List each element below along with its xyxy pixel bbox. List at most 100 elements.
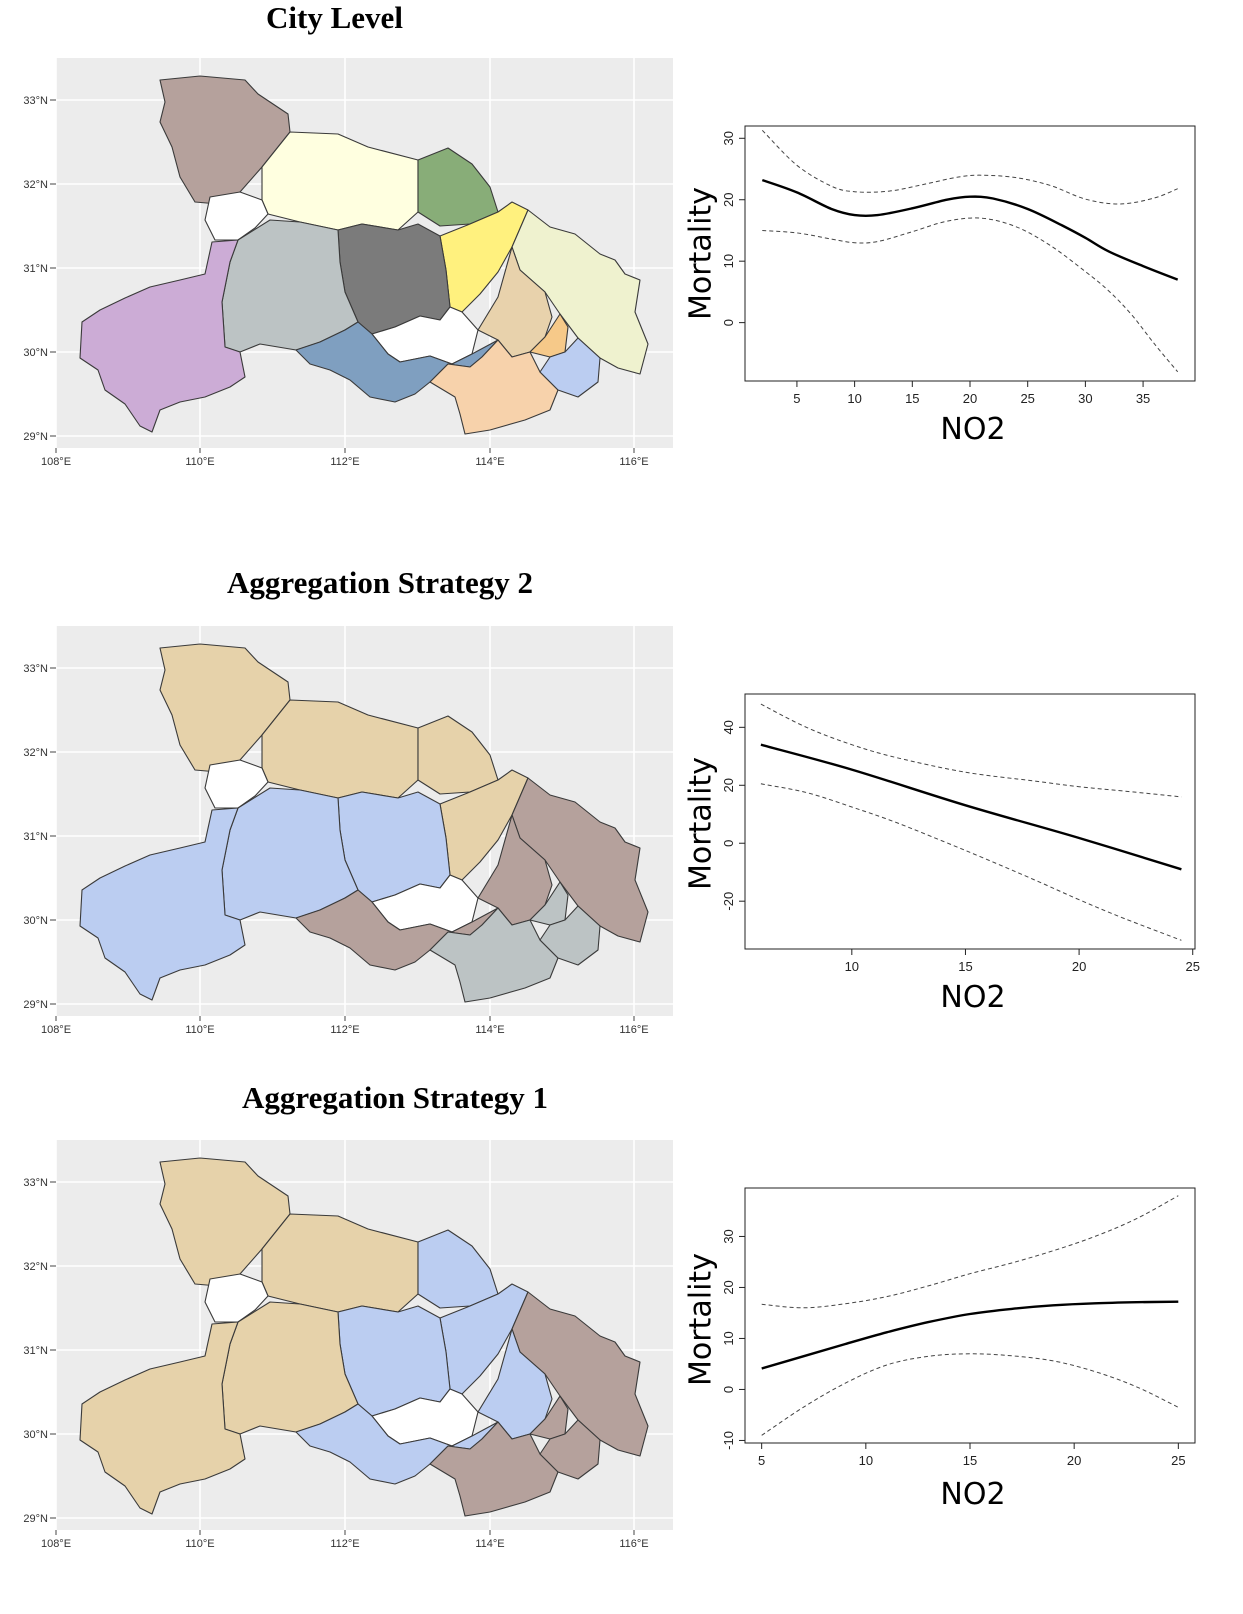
lat-tick-label: 32°N [23,179,48,191]
lon-tick-label: 116°E [619,1024,648,1036]
lat-tick-label: 33°N [23,1177,48,1189]
line-chart: 10 15 20 25 -20 0 20 40 [721,693,1200,974]
map-region-shennongjia [204,759,269,809]
map-region-enshi [79,1321,246,1515]
lat-tick-label: 33°N [23,95,48,107]
lat-tick-label: 32°N [23,1261,48,1273]
x-axis-label: NO2 [940,412,1006,447]
lat-tick-label: 30°N [23,347,48,359]
lat-tick-label: 30°N [23,1429,48,1441]
confidence-band-line [760,783,1182,941]
map-title: Aggregation Strategy 2 [227,565,533,600]
lat-tick-label: 31°N [23,831,48,843]
x-tick-label: 35 [1136,391,1150,406]
lon-tick-label: 108°E [41,456,71,468]
lon-tick-label: 112°E [330,1538,359,1550]
x-tick-label: 20 [1072,959,1086,974]
x-tick-label: 25 [1020,391,1034,406]
map-region-shennongjia [204,191,269,241]
map-region-enshi [79,239,246,433]
x-tick-label: 10 [847,391,861,406]
map-region-huangshi [539,337,601,398]
choropleth-map: 33°N 32°N 31°N 30°N 29°N 108°E 110°E 112°E 114°E… [23,58,673,468]
confidence-band-line [761,1195,1179,1309]
lat-tick-label: 31°N [23,263,48,275]
y-tick-label: -10 [721,1431,736,1450]
lon-tick-label: 114°E [475,456,504,468]
map-region-huangshi [539,1419,601,1480]
x-axis-label: NO2 [940,980,1006,1015]
y-tick-label: -20 [721,892,736,911]
lon-tick-label: 110°E [185,1024,214,1036]
lon-tick-label: 110°E [185,1538,214,1550]
map-region-xiaogan [439,1283,529,1395]
y-axis-label: Mortality [683,187,719,320]
y-tick-label: 0 [721,319,736,326]
y-tick-label: 30 [721,1229,736,1243]
map-region-huangshi [539,905,601,966]
lon-tick-label: 108°E [41,1538,71,1550]
lon-tick-label: 108°E [41,1024,71,1036]
plot-frame [744,1187,1196,1444]
map-region-yichang [221,1301,359,1435]
x-tick-label: 15 [905,391,919,406]
lat-tick-label: 29°N [23,431,48,443]
y-tick-label: 20 [721,778,736,792]
x-tick-label: 5 [758,1453,765,1468]
lon-tick-label: 116°E [619,456,648,468]
lat-tick-label: 29°N [23,999,48,1011]
y-axis-label: Mortality [683,757,719,890]
y-tick-label: 30 [721,131,736,145]
x-tick-label: 15 [958,959,972,974]
x-tick-label: 25 [1185,959,1199,974]
choropleth-map: 33°N 32°N 31°N 30°N 29°N 108°E 110°E 112°E 114°E… [23,626,673,1036]
confidence-band-line [760,703,1182,798]
lon-tick-label: 114°E [475,1538,504,1550]
y-tick-label: 20 [721,1280,736,1294]
map-region-yichang [221,219,359,353]
map-region-yichang [221,787,359,921]
confidence-band-line [761,1353,1179,1436]
y-tick-label: 0 [721,1386,736,1393]
y-tick-label: 20 [721,193,736,207]
confidence-band-line [761,129,1178,205]
map-region-shennongjia [204,1273,269,1323]
x-tick-label: 25 [1171,1453,1185,1468]
map-title: City Level [266,0,403,35]
lon-tick-label: 112°E [330,1024,359,1036]
lon-tick-label: 112°E [330,456,359,468]
lat-tick-label: 30°N [23,915,48,927]
map-region-xiaogan [439,769,529,881]
x-axis-label: NO2 [940,1477,1006,1512]
estimate-line [761,1300,1179,1370]
x-tick-label: 10 [845,959,859,974]
map-region-xiaogan [439,201,529,313]
x-tick-label: 20 [1067,1453,1081,1468]
lat-tick-label: 32°N [23,747,48,759]
lon-tick-label: 116°E [619,1538,648,1550]
y-tick-label: 10 [721,1331,736,1345]
y-tick-label: 40 [721,720,736,734]
estimate-line [761,178,1179,281]
x-tick-label: 20 [963,391,977,406]
x-tick-label: 15 [963,1453,977,1468]
line-chart: 5 10 15 20 25 30 35 0 10 20 30 [721,125,1196,406]
y-axis-label: Mortality [683,1253,719,1386]
confidence-band-line [762,217,1179,373]
x-tick-label: 30 [1078,391,1092,406]
x-tick-label: 5 [793,391,800,406]
map-title: Aggregation Strategy 1 [242,1080,548,1115]
lat-tick-label: 29°N [23,1513,48,1525]
x-tick-label: 10 [859,1453,873,1468]
y-tick-label: 0 [721,840,736,847]
estimate-line [760,743,1182,871]
plot-frame [744,125,1196,382]
choropleth-map: 33°N 32°N 31°N 30°N 29°N 108°E 110°E 112°E 114°E… [23,1140,673,1550]
map-region-enshi [79,807,246,1001]
lat-tick-label: 31°N [23,1345,48,1357]
line-chart: 5 10 15 20 25 -10 0 10 20 30 [721,1187,1196,1468]
lon-tick-label: 114°E [475,1024,504,1036]
y-tick-label: 10 [721,254,736,268]
lon-tick-label: 110°E [185,456,214,468]
plot-frame [744,693,1196,950]
